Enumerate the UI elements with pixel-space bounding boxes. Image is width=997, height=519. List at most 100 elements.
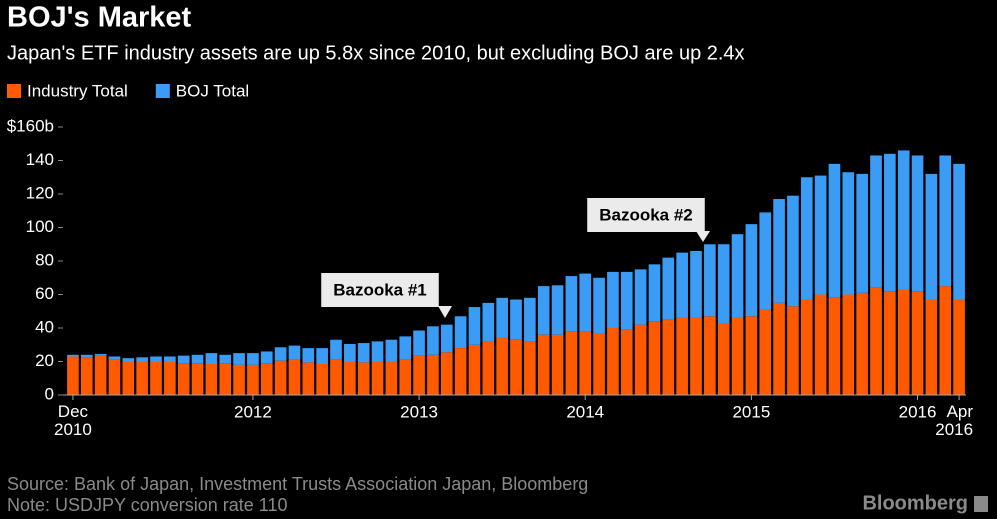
bar-segment: [344, 343, 356, 362]
bar-segment: [607, 271, 619, 328]
bar-segment: [385, 361, 398, 395]
bar-segment: [191, 354, 204, 364]
legend-label: Industry Total: [27, 81, 128, 100]
bar-segment: [413, 330, 425, 356]
x-tick-label: 2016: [899, 402, 937, 421]
bar-segment: [939, 155, 952, 287]
bar-segment: [399, 336, 412, 360]
bar-segment: [648, 264, 661, 322]
bar-segment: [620, 329, 633, 395]
bar-segment: [745, 316, 758, 395]
x-tick-label: Apr 2016: [935, 402, 973, 439]
bar-segment: [565, 276, 578, 332]
bar-segment: [413, 355, 425, 395]
bar-segment: [177, 363, 190, 395]
bar-segment: [94, 353, 107, 356]
annotation-pointer: [438, 306, 452, 318]
bar-segment: [108, 356, 121, 360]
y-tick-label: 100: [26, 217, 54, 236]
y-tick-label: 140: [26, 150, 54, 169]
bar-segment: [274, 360, 287, 395]
bar-segment: [690, 317, 702, 395]
chart-subtitle: Japan's ETF industry assets are up 5.8x …: [7, 42, 745, 64]
y-tick-label: 120: [26, 183, 54, 202]
bar-segment: [302, 362, 315, 395]
bar-segment: [704, 244, 716, 317]
y-tick-label: 60: [35, 284, 54, 303]
bar-segment: [440, 352, 453, 395]
bar-segment: [219, 363, 232, 395]
bar-segment: [787, 306, 799, 395]
bar-segment: [884, 291, 896, 395]
bar-segment: [814, 175, 827, 295]
annotation-pointer: [696, 231, 710, 242]
legend-swatch: [7, 84, 21, 98]
bar-segment: [482, 302, 495, 342]
bar-segment: [814, 294, 827, 395]
bar-segment: [427, 354, 439, 395]
annotation-text: Bazooka #2: [599, 205, 693, 224]
bar-segment: [759, 309, 772, 395]
bar-segment: [219, 354, 232, 364]
bar-segment: [607, 328, 619, 395]
bar-segment: [108, 359, 121, 395]
x-tick-label: 2014: [566, 402, 604, 421]
chart-title: BOJ's Market: [7, 2, 192, 34]
bar-segment: [510, 299, 522, 340]
bar-segment: [856, 173, 868, 293]
bar-segment: [274, 347, 287, 361]
bar-segment: [593, 333, 605, 395]
bar-segment: [731, 317, 744, 395]
bar-segment: [634, 324, 647, 395]
bar-segment: [454, 348, 467, 395]
annotation-box: [587, 198, 705, 232]
bar-segment: [717, 322, 730, 395]
bar-segment: [205, 353, 218, 365]
bar-segment: [288, 359, 301, 395]
bar-segment: [482, 341, 495, 395]
bar-segment: [260, 351, 273, 364]
bar-segment: [551, 334, 564, 395]
bar-segment: [496, 338, 508, 395]
y-tick-label: 80: [35, 250, 54, 269]
bar-segment: [260, 363, 273, 395]
bar-segment: [690, 250, 702, 318]
bar-segment: [856, 292, 868, 395]
bar-segment: [357, 362, 370, 395]
bar-segment: [842, 172, 855, 295]
bar-segment: [371, 361, 384, 395]
bar-segment: [247, 353, 259, 365]
bar-segment: [67, 356, 79, 395]
bar-segment: [676, 252, 688, 318]
bar-segment: [648, 321, 661, 395]
bar-segment: [579, 273, 592, 332]
brand-icon: [974, 496, 988, 512]
bar-segment: [177, 355, 190, 364]
bar-segment: [870, 287, 882, 395]
bar-segment: [662, 319, 675, 395]
y-tick-label: $160b: [7, 116, 54, 135]
bar-segment: [939, 286, 952, 395]
bar-segment: [524, 341, 536, 395]
x-tick-label: 2012: [234, 402, 272, 421]
y-tick-label: 20: [35, 351, 54, 370]
bar-segment: [427, 326, 439, 355]
bar-segment: [870, 155, 882, 288]
x-tick-label: 2015: [732, 402, 770, 421]
bar-segment: [897, 289, 910, 395]
bar-segment: [496, 297, 508, 339]
bar-segment: [302, 348, 315, 363]
bar-segment: [150, 356, 162, 362]
bar-segment: [828, 163, 841, 298]
brand: Bloomberg: [862, 492, 968, 514]
bar-segment: [800, 177, 813, 300]
bar-segment: [399, 359, 412, 395]
bar-segment: [136, 361, 148, 395]
bar-segment: [191, 363, 204, 395]
bar-segment: [731, 234, 744, 318]
x-tick-label: 2013: [400, 402, 438, 421]
note: Note: USDJPY conversion rate 110: [7, 495, 287, 515]
bar-segment: [454, 316, 467, 349]
bar-segment: [579, 331, 592, 395]
bar-segment: [704, 316, 716, 395]
